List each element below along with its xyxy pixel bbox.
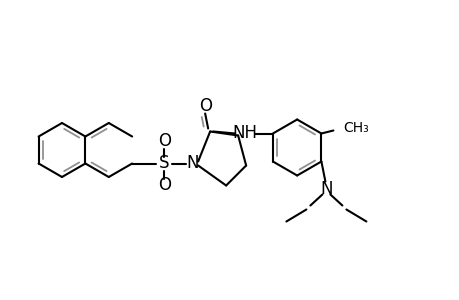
Text: N: N bbox=[185, 154, 198, 172]
Text: O: O bbox=[157, 176, 170, 194]
Text: O: O bbox=[198, 97, 211, 115]
Text: S: S bbox=[158, 154, 169, 172]
Text: CH₃: CH₃ bbox=[343, 122, 368, 136]
Text: N: N bbox=[319, 181, 332, 199]
Text: NH: NH bbox=[232, 124, 257, 142]
Text: O: O bbox=[157, 133, 170, 151]
